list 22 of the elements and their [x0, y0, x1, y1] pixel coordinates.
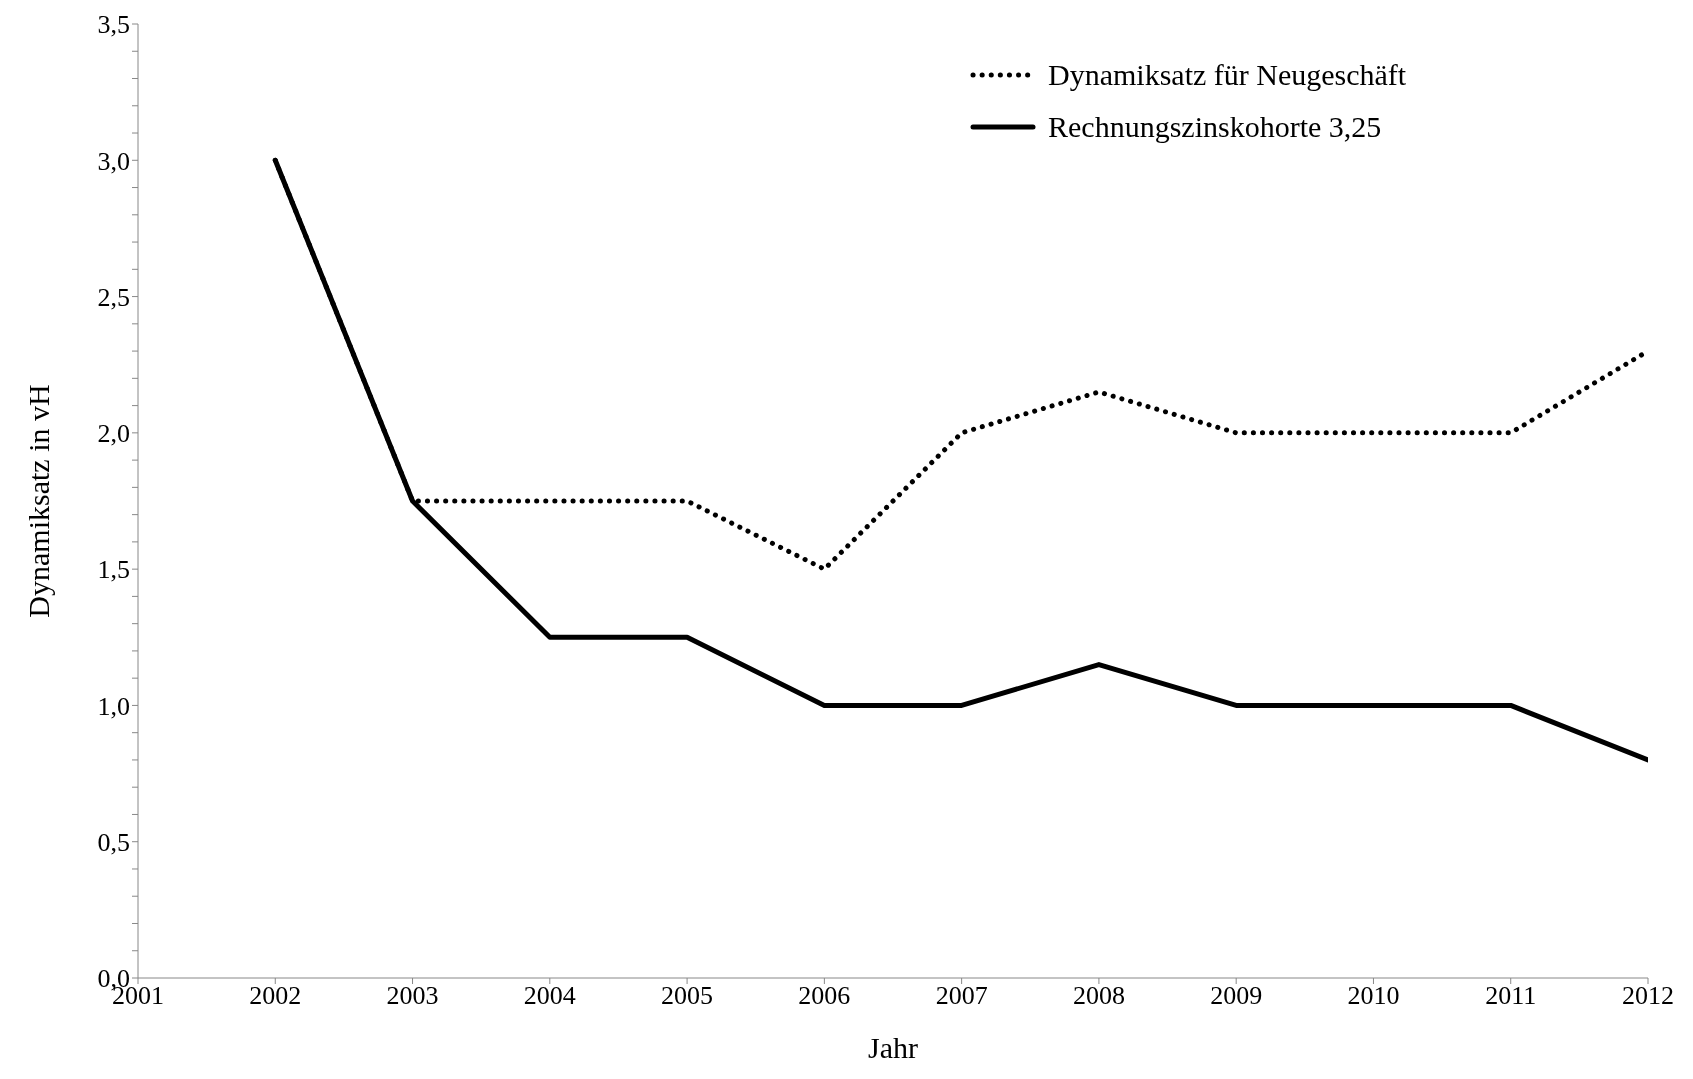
x-tick-label: 2012	[1622, 981, 1674, 1011]
x-tick-label: 2010	[1347, 981, 1400, 1011]
y-tick-label: 3,0	[97, 146, 130, 176]
y-tick-label: 0,5	[97, 827, 130, 857]
y-axis-title: Dynamiksatz in vH	[21, 384, 55, 618]
x-tick-label: 2003	[386, 981, 439, 1011]
y-tick-label: 3,5	[97, 10, 130, 40]
x-tick-label: 2011	[1485, 981, 1537, 1011]
x-tick-label: 2007	[935, 981, 988, 1011]
x-tick-label: 2002	[249, 981, 302, 1011]
y-tick-label: 2,0	[97, 419, 130, 449]
y-tick-label: 1,0	[97, 691, 130, 721]
y-tick-label: 2,5	[97, 282, 130, 312]
x-axis-title: Jahr	[868, 1031, 918, 1064]
legend-label: Rechnungszinskohorte 3,25	[1048, 110, 1382, 144]
x-tick-label: 2008	[1072, 981, 1125, 1011]
x-tick-label: 2009	[1210, 981, 1263, 1011]
x-tick-label: 2005	[661, 981, 714, 1011]
x-tick-label: 2004	[523, 981, 576, 1011]
x-tick-label: 2006	[798, 981, 851, 1011]
y-tick-label: 1,5	[97, 555, 130, 585]
legend-label: Dynamiksatz für Neugeschäft	[1048, 58, 1407, 92]
